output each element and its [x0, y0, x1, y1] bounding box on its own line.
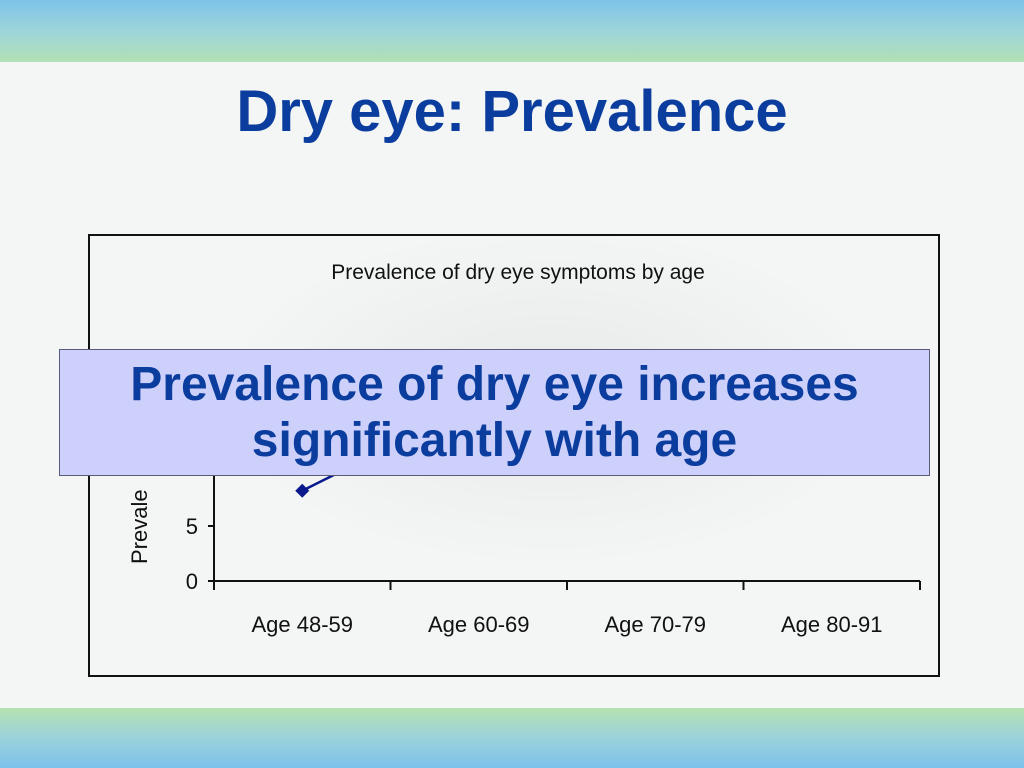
callout-line-2: significantly with age: [251, 413, 738, 467]
y-tick-label: 5: [186, 514, 198, 539]
bottom-gradient-band: [0, 708, 1024, 768]
callout-line-1: Prevalence of dry eye increases: [130, 357, 859, 411]
x-category-label: Age 48-59: [251, 612, 353, 637]
chart-frame: Prevalence of dry eye symptoms by age Pr…: [88, 234, 940, 677]
line-chart: Prevalence of dry eye symptoms by age Pr…: [127, 261, 921, 637]
top-gradient-band: [0, 0, 1024, 62]
x-category-label: Age 70-79: [604, 612, 706, 637]
y-axis-label: Prevale: [127, 489, 152, 564]
chart-title: Prevalence of dry eye symptoms by age: [331, 261, 705, 284]
y-tick-label: 0: [186, 569, 198, 594]
slide-title: Dry eye: Prevalence: [236, 79, 788, 144]
x-category-label: Age 60-69: [428, 612, 530, 637]
x-category-label: Age 80-91: [781, 612, 883, 637]
data-point-marker: [295, 483, 310, 498]
callout-box: Prevalence of dry eye increases signific…: [59, 349, 930, 476]
